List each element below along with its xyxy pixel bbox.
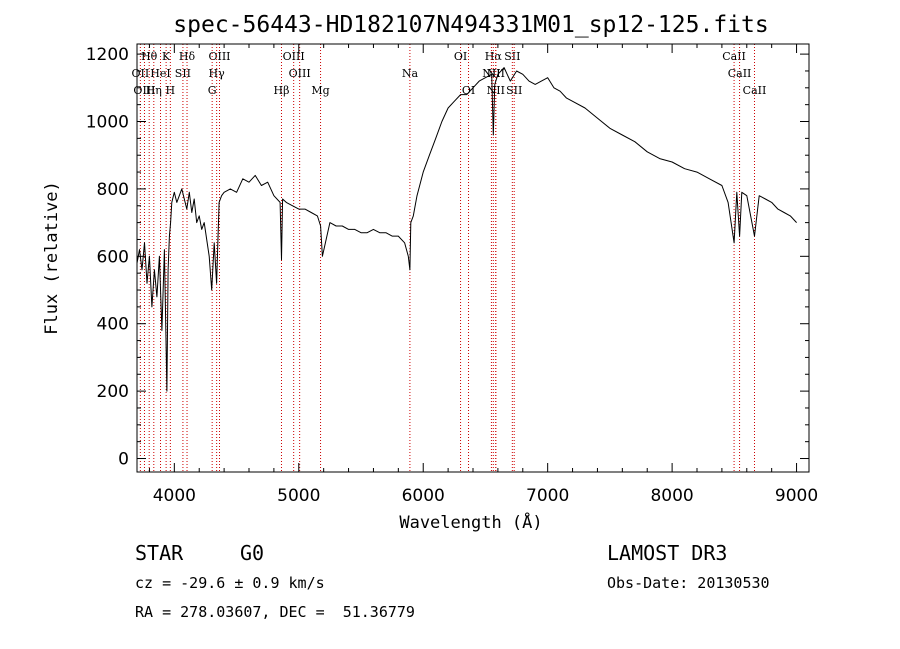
line-marker-label: SII xyxy=(506,84,522,97)
line-marker-label: Hα xyxy=(485,50,503,63)
x-axis-label: Wavelength (Å) xyxy=(399,511,542,533)
line-marker-label: HeI xyxy=(150,67,170,80)
obs-date: Obs-Date: 20130530 xyxy=(607,574,770,592)
line-marker-label: Hδ xyxy=(179,50,196,63)
x-tick-label: 9000 xyxy=(775,486,818,506)
line-marker-label: OI xyxy=(454,50,467,63)
line-marker-label: CaII xyxy=(722,50,746,63)
line-marker-label: K xyxy=(162,50,171,63)
y-tick-label: 1200 xyxy=(86,45,129,65)
line-marker-label: SII xyxy=(504,50,520,63)
line-marker-label: Hγ xyxy=(209,67,226,80)
x-tick-label: 5000 xyxy=(277,486,320,506)
redshift-text: cz = -29.6 ± 0.9 km/s xyxy=(135,574,325,592)
x-tick-label: 7000 xyxy=(526,486,569,506)
y-tick-label: 1000 xyxy=(86,113,129,133)
series-layer xyxy=(136,67,797,392)
x-tick-label: 4000 xyxy=(153,486,196,506)
line-marker-label: Mg xyxy=(311,84,329,97)
line-marker-label: NII xyxy=(487,84,505,97)
survey-name: LAMOST DR3 xyxy=(607,541,728,565)
line-marker-label: Hθ xyxy=(141,50,158,63)
line-marker-label: Na xyxy=(402,67,419,80)
object-subclass: G0 xyxy=(240,541,265,565)
y-tick-label: 0 xyxy=(118,450,129,470)
line-marker-label: OI xyxy=(462,84,475,97)
line-marker-label: G xyxy=(208,84,217,97)
x-tick-label: 8000 xyxy=(650,486,693,506)
y-tick-label: 200 xyxy=(97,382,129,402)
line-marker-label: OIII xyxy=(289,67,311,80)
line-marker-label: SII xyxy=(175,67,191,80)
line-marker-label: CaII xyxy=(743,84,767,97)
coordinates-text: RA = 278.03607, DEC = 51.36779 xyxy=(135,603,415,621)
plot-frame xyxy=(136,43,810,473)
line-marker-label: OIII xyxy=(283,50,305,63)
chart-title: spec-56443-HD182107N494331M01_sp12-125.f… xyxy=(173,12,768,38)
line-marker-label: OIII xyxy=(133,84,155,97)
spectrum-line xyxy=(136,67,797,392)
x-tick-label: 6000 xyxy=(402,486,445,506)
y-tick-label: 800 xyxy=(97,180,129,200)
object-class: STAR xyxy=(135,541,184,565)
line-marker-label: Hη xyxy=(146,84,162,97)
line-marker-label: CaII xyxy=(728,67,752,80)
line-marker-label: H xyxy=(166,84,176,97)
y-axis-label: Flux (relative) xyxy=(42,181,62,335)
line-marker-label: Hβ xyxy=(274,84,290,97)
axis-ticks: 4000 5000 6000 7000 8000 9000 0 200 400 600 800 100… xyxy=(86,44,818,506)
line-marker-label: NII xyxy=(487,67,505,80)
line-marker-label: OIII xyxy=(208,50,230,63)
y-tick-label: 400 xyxy=(97,315,129,335)
line-marker-label: OII xyxy=(132,67,150,80)
y-tick-label: 600 xyxy=(97,247,129,267)
